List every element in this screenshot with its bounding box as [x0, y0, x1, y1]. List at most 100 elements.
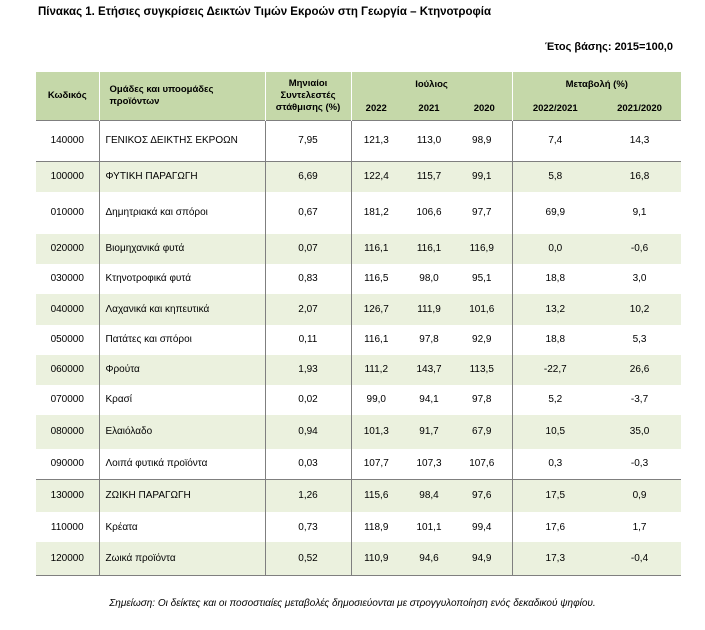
cell-2021: 97,8: [419, 334, 439, 345]
header-change-2021-2020: 2021/2020: [598, 98, 682, 120]
cell-2022: 121,3: [351, 119, 401, 162]
cell-2022: 99,0: [366, 394, 386, 405]
cell-change-2021-2020: 1,7: [632, 521, 647, 533]
cell-group: ΖΩΙΚΗ ΠΑΡΑΓΩΓΗ: [99, 479, 266, 512]
table-row: 030000 Κτηνοτροφικά φυτά 0,83 116,5 98,0 95,1…: [36, 263, 681, 294]
cell-2021: 94,6: [401, 542, 457, 576]
cell-2022: 101,3: [351, 414, 401, 449]
cell-2020: 101,6: [457, 293, 513, 325]
cell-change-2021-2020: 35,0: [598, 414, 682, 449]
cell-change-2022-2021: 5,8: [512, 161, 599, 192]
table-row: 110000 Κρέατα 0,73 118,9 101,1 99,4 17,6 1,7: [36, 512, 681, 542]
cell-code: 020000: [36, 233, 100, 264]
cell-2020: 116,9: [457, 233, 513, 264]
cell-2021: 113,0: [401, 119, 457, 162]
cell-change-2021-2020: 14,3: [598, 119, 682, 162]
cell-2020: 113,5: [457, 354, 513, 385]
table-row: 100000 ΦΥΤΙΚΗ ΠΑΡΑΓΩΓΗ 6,69 122,4 115,7 99,1 5…: [36, 161, 682, 192]
table-row: 010000 Δημητριακά και σπόροι 0,67 181,2 106,…: [36, 191, 681, 234]
table-row: 050000 Πατάτες και σπόροι 0,11 116,1 97,8 92,…: [36, 324, 681, 355]
cell-change-2022-2021: 17,6: [545, 521, 566, 533]
cell-change-2021-2020: 26,6: [598, 354, 682, 385]
cell-change-2022-2021: 7,4: [512, 119, 599, 162]
cell-2022: 107,7: [351, 448, 401, 480]
cell-2022: 126,7: [351, 293, 401, 325]
cell-group: Δημητριακά και σπόροι: [99, 191, 266, 234]
header-change-2022-2021: 2022/2021: [512, 98, 599, 120]
table-row: 060000 Φρούτα 1,93 111,2 143,7 113,5 -22,7 26,6: [36, 354, 682, 385]
cell-code: 010000: [36, 191, 100, 234]
base-year-note: Έτος βάσης: 2015=100,0: [544, 41, 673, 53]
cell-weight: 0,11: [265, 324, 352, 355]
cell-group: Φρούτα: [99, 354, 266, 385]
cell-2020: 94,9: [457, 542, 513, 576]
cell-2021: 116,1: [401, 233, 457, 264]
header-year-2021: 2021: [401, 98, 457, 120]
cell-2021: 143,7: [401, 354, 457, 385]
cell-weight: 7,95: [265, 119, 352, 162]
cell-group: Κρέατα: [99, 512, 266, 542]
table-title: Πίνακας 1. Ετήσιες συγκρίσεις Δεικτών Τι…: [38, 6, 492, 18]
cell-code: 100000: [36, 161, 100, 192]
cell-code: 050000: [36, 324, 100, 355]
cell-weight: 0,73: [265, 512, 352, 542]
cell-2022: 110,9: [351, 542, 401, 576]
table-row: 070000 Κρασί 0,02 99,0 94,1 97,8 5,2 -3,7: [36, 384, 681, 415]
cell-2020: 98,9: [457, 119, 513, 162]
cell-2022: 115,6: [351, 479, 401, 512]
cell-code: 130000: [36, 479, 100, 512]
cell-2020: 67,9: [457, 414, 513, 449]
cell-2020: 97,7: [457, 191, 513, 234]
cell-change-2021-2020: 5,3: [632, 334, 647, 345]
cell-2021: 115,7: [401, 161, 457, 192]
cell-group: Κτηνοτροφικά φυτά: [99, 263, 266, 294]
table-row: 020000 Βιομηχανικά φυτά 0,07 116,1 116,1 116,…: [36, 233, 682, 264]
header-change: Μεταβολή (%): [512, 72, 682, 98]
cell-change-2022-2021: 17,5: [512, 479, 599, 512]
cell-group: ΓΕΝΙΚΟΣ ΔΕΙΚΤΗΣ ΕΚΡΟΩΝ: [99, 119, 266, 162]
cell-group: Λαχανικά και κηπευτικά: [99, 293, 266, 325]
cell-change-2021-2020: 10,2: [598, 293, 682, 325]
cell-change-2022-2021: 17,3: [512, 542, 599, 576]
cell-2022: 116,1: [351, 233, 401, 264]
cell-change-2021-2020: 3,0: [632, 273, 647, 284]
cell-weight: 0,94: [265, 414, 352, 449]
cell-group: Λοιπά φυτικά προϊόντα: [99, 448, 266, 480]
cell-2020: 107,6: [457, 448, 513, 480]
cell-2021: 98,0: [419, 273, 439, 284]
header-year-2022: 2022: [351, 98, 401, 120]
cell-change-2022-2021: 10,5: [512, 414, 599, 449]
cell-change-2022-2021: 13,2: [512, 293, 599, 325]
cell-group: Ζωικά προϊόντα: [99, 542, 266, 576]
cell-change-2022-2021: -22,7: [512, 354, 599, 385]
cell-code: 110000: [36, 512, 100, 542]
cell-weight: 0,67: [265, 191, 352, 234]
cell-group: Πατάτες και σπόροι: [99, 324, 266, 355]
cell-change-2021-2020: 0,9: [598, 479, 682, 512]
cell-weight: 1,93: [265, 354, 352, 385]
cell-weight: 1,26: [265, 479, 352, 512]
cell-weight: 0,07: [265, 233, 352, 264]
cell-change-2022-2021: 69,9: [545, 207, 566, 218]
cell-group: Βιομηχανικά φυτά: [99, 233, 266, 264]
cell-group: ΦΥΤΙΚΗ ΠΑΡΑΓΩΓΗ: [99, 161, 266, 192]
cell-2020: 99,1: [457, 161, 513, 192]
cell-2022: 116,1: [364, 334, 389, 345]
cell-2020: 99,4: [457, 512, 513, 542]
cell-change-2021-2020: 16,8: [598, 161, 682, 192]
cell-weight: 0,03: [265, 448, 352, 480]
header-month: Ιούλιος: [351, 72, 513, 98]
cell-change-2022-2021: 0,3: [512, 448, 599, 480]
cell-group: Ελαιόλαδο: [99, 414, 266, 449]
cell-code: 090000: [36, 448, 100, 480]
header-weights: Μηνιαίοι Συντελεστές στάθμισης (%): [265, 72, 352, 120]
footnote: Σημείωση: Οι δείκτες και οι ποσοστιαίες …: [109, 598, 596, 609]
header-code: Κωδικός: [36, 72, 100, 120]
header-year-2020: 2020: [457, 98, 513, 120]
cell-weight: 0,52: [265, 542, 352, 576]
cell-2022: 181,2: [363, 207, 389, 218]
cell-code: 120000: [36, 542, 100, 576]
cell-2020: 97,8: [457, 384, 513, 415]
table-row: 090000 Λοιπά φυτικά προϊόντα 0,03 107,7 107,…: [36, 448, 682, 480]
cell-2021: 101,1: [416, 521, 442, 533]
